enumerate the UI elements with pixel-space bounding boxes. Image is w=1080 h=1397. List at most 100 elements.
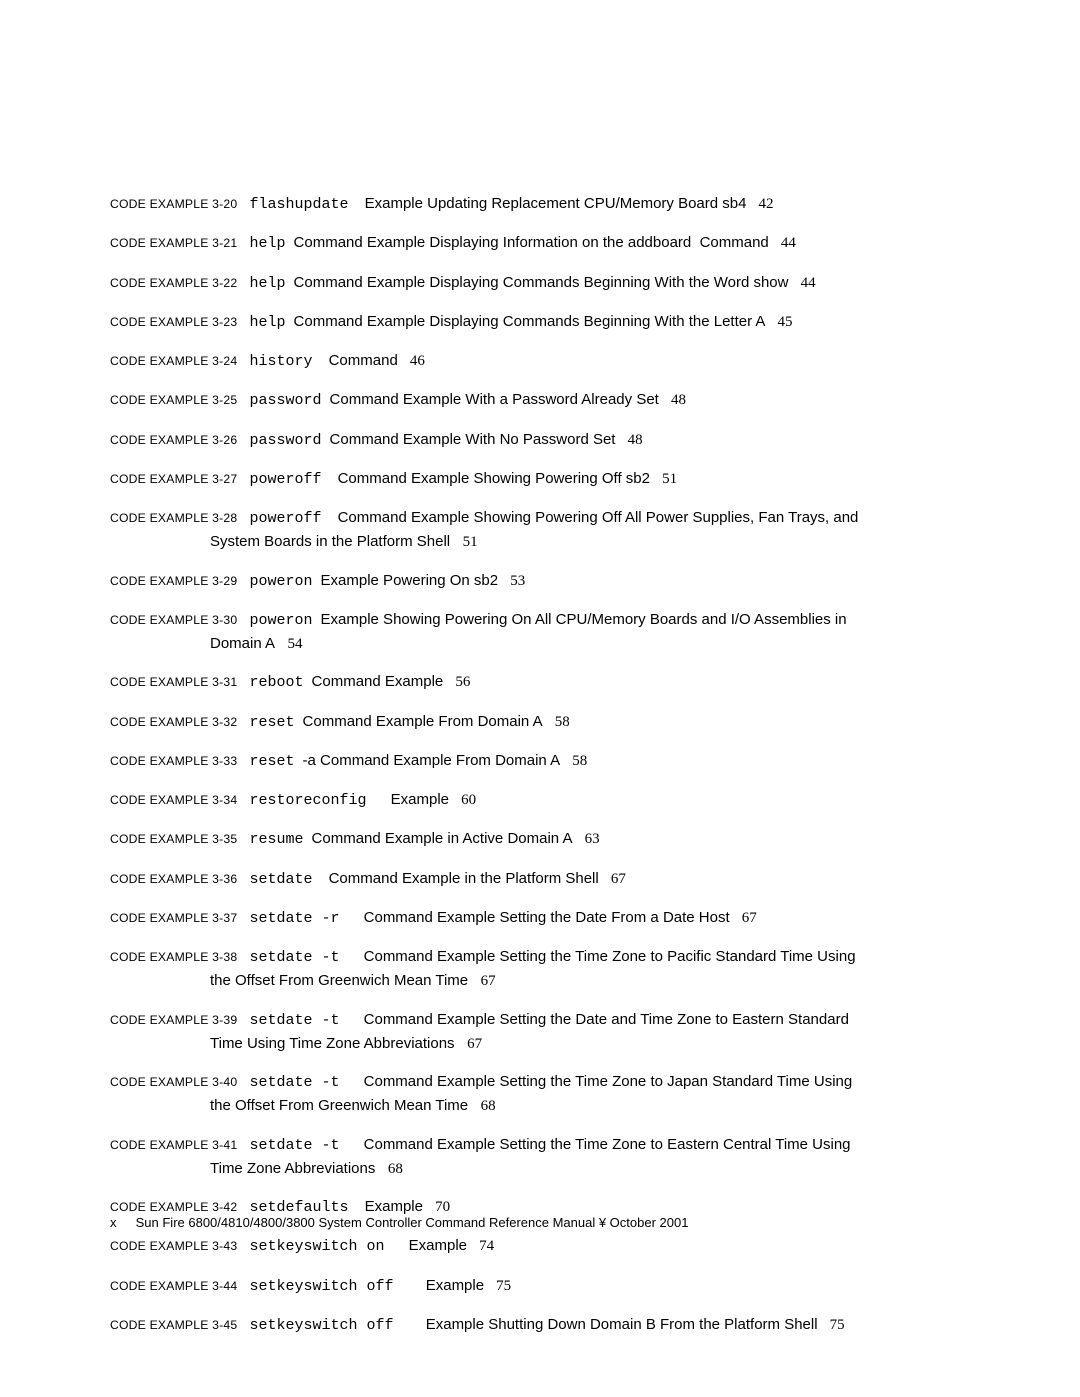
entry-page: 68 (388, 1161, 403, 1177)
entry-command: setdate (249, 871, 312, 888)
toc-entry: CODE EXAMPLE 3-32 reset Command Example … (110, 712, 970, 733)
entry-command: password (249, 392, 321, 409)
entry-description: Command Example in the Platform Shell (329, 870, 599, 887)
entry-description: Command Example Setting the Time Zone to… (364, 1136, 851, 1153)
toc-entry: CODE EXAMPLE 3-37 setdate -r Command Exa… (110, 908, 970, 929)
toc-entry: CODE EXAMPLE 3-40 setdate -t Command Exa… (110, 1072, 970, 1117)
entry-description: Command Example Displaying Commands Begi… (294, 274, 789, 291)
entry-continuation: the Offset From Greenwich Mean Time 67 (210, 971, 970, 991)
entry-description: Example (409, 1237, 467, 1254)
entry-page: 58 (555, 714, 570, 730)
entry-page: 44 (781, 235, 796, 251)
entry-description: Example Powering On sb2 (321, 572, 499, 589)
entry-page: 63 (585, 831, 600, 847)
entry-command: poweron (249, 612, 312, 629)
entry-page: 67 (742, 910, 757, 926)
entry-label: CODE EXAMPLE 3-30 (110, 613, 237, 627)
entry-label: CODE EXAMPLE 3-42 (110, 1200, 237, 1214)
entry-continuation: Domain A 54 (210, 634, 970, 654)
entry-page: 51 (662, 471, 677, 487)
entry-label: CODE EXAMPLE 3-41 (110, 1138, 237, 1152)
toc-entry: CODE EXAMPLE 3-22 help Command Example D… (110, 273, 970, 294)
entry-label: CODE EXAMPLE 3-33 (110, 754, 237, 768)
toc-entry: CODE EXAMPLE 3-39 setdate -t Command Exa… (110, 1010, 970, 1055)
toc-entry: CODE EXAMPLE 3-28 poweroff Command Examp… (110, 508, 970, 553)
toc-entry: CODE EXAMPLE 3-20 flashupdate Example Up… (110, 194, 970, 215)
entry-description: Command Example Displaying Information o… (294, 234, 769, 251)
entry-command: setdate -t (249, 1137, 339, 1154)
entry-page: 46 (410, 353, 425, 369)
entry-page: 44 (801, 275, 816, 291)
entry-description: Command Example Setting the Date From a … (364, 909, 730, 926)
entry-page: 53 (510, 573, 525, 589)
toc-entry: CODE EXAMPLE 3-34 restoreconfig Example … (110, 790, 970, 811)
toc-entry: CODE EXAMPLE 3-21 help Command Example D… (110, 233, 970, 254)
entry-description: Command Example Setting the Time Zone to… (364, 948, 856, 965)
entry-command: help (249, 235, 285, 252)
entry-command: setdate -t (249, 949, 339, 966)
entry-label: CODE EXAMPLE 3-38 (110, 950, 237, 964)
entry-command: restoreconfig (249, 792, 366, 809)
entry-command: help (249, 314, 285, 331)
entry-command: setkeyswitch off (249, 1317, 393, 1334)
entry-command: flashupdate (249, 196, 348, 213)
entry-description: Example Shutting Down Domain B From the … (426, 1316, 818, 1333)
entry-command: setdate -t (249, 1012, 339, 1029)
entry-label: CODE EXAMPLE 3-34 (110, 793, 237, 807)
entry-command: reset (249, 753, 294, 770)
entry-label: CODE EXAMPLE 3-43 (110, 1239, 237, 1253)
entry-page: 75 (830, 1317, 845, 1333)
entry-page: 74 (479, 1238, 494, 1254)
entry-command: poweroff (249, 510, 321, 527)
toc-entry: CODE EXAMPLE 3-38 setdate -t Command Exa… (110, 947, 970, 992)
entry-command: help (249, 275, 285, 292)
entry-page: 48 (628, 432, 643, 448)
entry-page: 67 (611, 871, 626, 887)
entry-page: 48 (671, 392, 686, 408)
entry-continuation: Time Zone Abbreviations 68 (210, 1159, 970, 1179)
entry-description: Example (426, 1277, 484, 1294)
toc-entry: CODE EXAMPLE 3-43 setkeyswitch on Exampl… (110, 1236, 970, 1257)
toc-entry: CODE EXAMPLE 3-29 poweron Example Poweri… (110, 571, 970, 592)
entry-page: 56 (455, 674, 470, 690)
entry-page: 51 (463, 534, 478, 550)
toc-entry: CODE EXAMPLE 3-41 setdate -t Command Exa… (110, 1135, 970, 1180)
entry-description: Command Example From Domain A (303, 713, 543, 730)
toc-entry: CODE EXAMPLE 3-35 resume Command Example… (110, 829, 970, 850)
entry-page: 67 (467, 1036, 482, 1052)
entry-page: 54 (288, 636, 303, 652)
entry-description: Command Example With a Password Already … (330, 391, 659, 408)
entry-label: CODE EXAMPLE 3-44 (110, 1279, 237, 1293)
entry-label: CODE EXAMPLE 3-40 (110, 1075, 237, 1089)
entry-command: setdate -r (249, 910, 339, 927)
entry-label: CODE EXAMPLE 3-35 (110, 832, 237, 846)
entry-description: Example (365, 1198, 423, 1215)
entry-label: CODE EXAMPLE 3-28 (110, 511, 237, 525)
entry-label: CODE EXAMPLE 3-25 (110, 393, 237, 407)
entry-description: -a Command Example From Domain A (303, 752, 561, 769)
entry-command: poweroff (249, 471, 321, 488)
entry-continuation: System Boards in the Platform Shell 51 (210, 532, 970, 552)
footer-title: Sun Fire 6800/4810/4800/3800 System Cont… (136, 1215, 689, 1230)
entry-command: reset (249, 714, 294, 731)
entry-label: CODE EXAMPLE 3-27 (110, 472, 237, 486)
entry-description: Example (391, 791, 449, 808)
page-number: x (110, 1215, 132, 1230)
toc-entry: CODE EXAMPLE 3-31 reboot Command Example… (110, 672, 970, 693)
entry-continuation: the Offset From Greenwich Mean Time 68 (210, 1096, 970, 1116)
entry-label: CODE EXAMPLE 3-29 (110, 574, 237, 588)
entry-command: setdefaults (249, 1199, 348, 1216)
entry-description: Command Example Setting the Time Zone to… (364, 1073, 853, 1090)
entry-continuation: Time Using Time Zone Abbreviations 67 (210, 1034, 970, 1054)
entry-command: password (249, 432, 321, 449)
entry-label: CODE EXAMPLE 3-31 (110, 675, 237, 689)
entry-description: Command Example (312, 673, 444, 690)
entry-command: setkeyswitch on (249, 1238, 384, 1255)
entry-command: setkeyswitch off (249, 1278, 393, 1295)
toc-entry: CODE EXAMPLE 3-23 help Command Example D… (110, 312, 970, 333)
entry-description: Example Showing Powering On All CPU/Memo… (321, 611, 847, 628)
entry-page: 45 (778, 314, 793, 330)
entry-description: Command Example Displaying Commands Begi… (294, 313, 766, 330)
entry-command: reboot (249, 674, 303, 691)
entry-page: 42 (759, 196, 774, 212)
